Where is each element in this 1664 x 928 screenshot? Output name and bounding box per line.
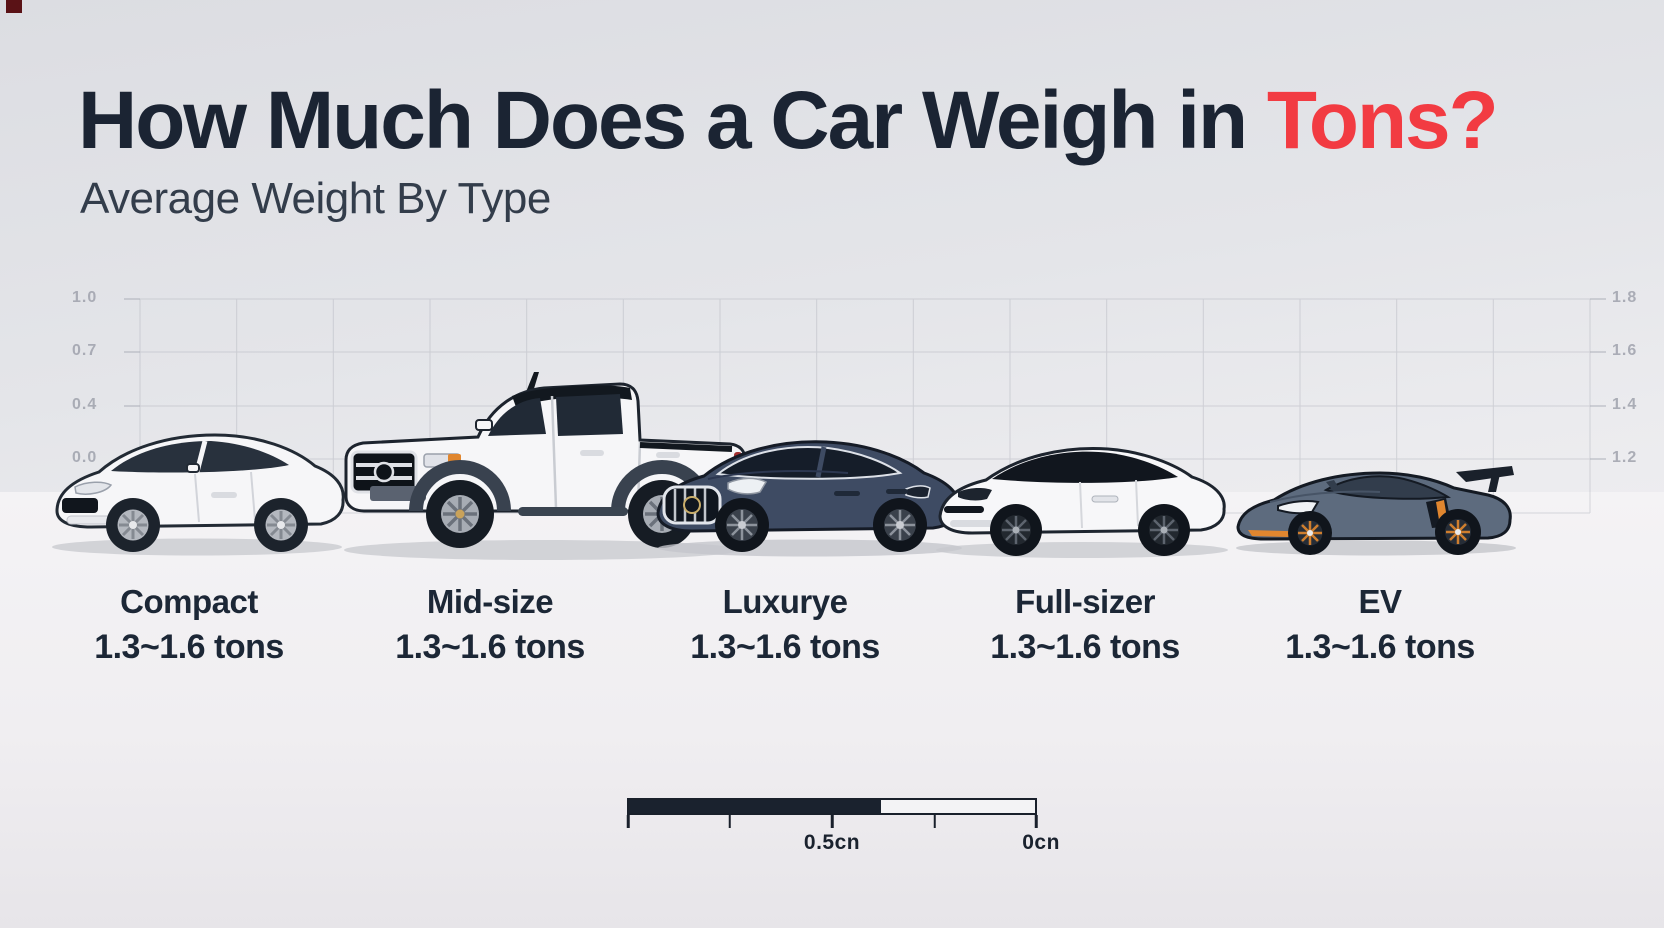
y-axis-tick-right: 1.6 [1612,342,1638,359]
vehicle-weight: 1.3~1.6 tons [94,628,284,666]
wheel [254,498,308,552]
vehicle-label-full-size: Full-sizer 1.3~1.6 tons [915,580,1255,670]
wheel [426,480,494,548]
scale-bar: 0.5cn 0cn [626,798,1059,854]
vehicle-type: Mid-size [426,583,554,620]
full-size-sedan-illustration [930,420,1240,560]
y-axis-tick-right: 1.8 [1612,289,1638,306]
y-axis-tick-left: 0.7 [72,342,98,359]
vehicle-type: Luxurye [722,583,848,620]
vehicle-label-compact: Compact 1.3~1.6 tons [19,580,359,670]
scale-bar-track [627,798,1037,815]
vehicle-type: EV [1358,583,1402,620]
scale-bar-tick [728,815,731,828]
title-highlight: Tons? [1266,75,1499,166]
vehicle-type: Compact [120,583,258,620]
wheel [1288,511,1332,555]
vehicle-weight: 1.3~1.6 tons [990,628,1180,666]
wheel [1435,509,1481,555]
scale-bar-mid-label: 0.5cn [803,831,861,854]
vehicle-weight: 1.3~1.6 tons [1285,628,1475,666]
wheel [1138,504,1190,556]
y-axis-tick-right: 1.4 [1612,396,1638,413]
wheel [990,504,1042,556]
page-title: How Much Does a Car Weigh in Tons? [78,75,1499,166]
y-axis-tick-right: 1.2 [1612,449,1638,466]
scale-bar-tick [933,815,936,828]
title-main: How Much Does a Car Weigh in [78,75,1267,166]
y-axis-tick-left: 1.0 [72,289,98,306]
compact-sedan-illustration [45,408,355,558]
vehicle-type: Full-sizer [1015,583,1155,620]
electric-supercar-illustration [1230,432,1522,557]
scale-bar-fill [629,800,881,813]
scale-bar-end-label: 0cn [1022,831,1060,854]
vehicle-weight: 1.3~1.6 tons [690,628,880,666]
page-subtitle: Average Weight By Type [80,174,551,224]
y-axis-tick-left: 0.4 [72,396,98,413]
vehicle-label-luxury: Luxurye 1.3~1.6 tons [615,580,955,670]
y-axis-tick-left: 0.0 [72,449,98,466]
wheel [715,498,769,552]
vehicle-label-mid-size: Mid-size 1.3~1.6 tons [320,580,660,670]
header: How Much Does a Car Weigh in Tons? Avera… [78,75,1499,224]
scale-bar-tick [626,815,630,828]
scale-bar-tick [830,815,834,828]
luxury-sedan-illustration [648,413,978,558]
vehicle-label-ev: EV 1.3~1.6 tons [1210,580,1550,670]
floor-background [0,492,1664,928]
wheel [873,498,927,552]
pickup-truck-illustration [330,358,750,563]
wheel [106,498,160,552]
scale-bar-tick [1034,815,1038,828]
vehicle-weight: 1.3~1.6 tons [395,628,585,666]
corner-artifact [6,0,22,13]
